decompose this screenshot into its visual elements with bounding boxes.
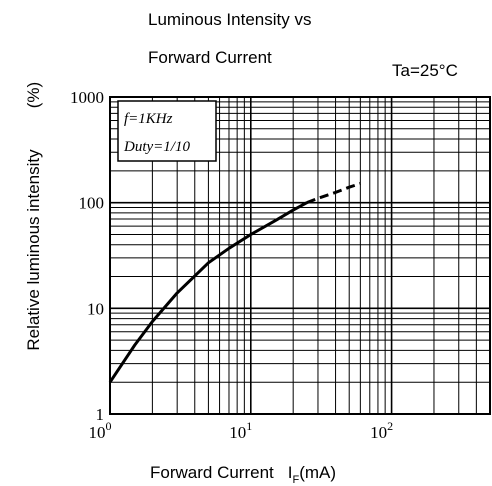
x-tick-labels: 100 101 102 [89,419,394,442]
condition-label: Ta=25°C [392,61,458,80]
x-tick-base: 10 [370,423,387,442]
chart-title-line-2: Forward Current [148,48,272,67]
y-tick-labels: 1 10 100 1000 [70,88,104,424]
x-tick-exponent: 2 [387,419,393,433]
annotation-line-2: Duty=1/10 [123,139,190,155]
grid [110,97,490,414]
x-tick-base: 10 [229,423,246,442]
plot-area-frame [109,96,491,415]
y-axis-label: Relative luminous intensity (%) [24,82,43,351]
annotation-box: f=1KHz Duty=1/10 [117,100,217,162]
x-axis-unit: (mA) [299,463,336,482]
x-tick-label: 102 [370,419,393,442]
annotation-line-1: f=1KHz [124,111,173,127]
y-tick-label: 1 [96,405,105,424]
y-axis-unit: (%) [24,82,43,108]
y-tick-label: 1000 [70,88,104,107]
x-axis-label: Forward Current IF(mA) [150,463,336,486]
series-line-dashed [306,182,361,205]
x-tick-exponent: 1 [246,419,252,433]
x-axis-title: Forward Current [150,463,274,482]
x-axis-symbol: I [288,463,293,482]
x-tick-label: 101 [229,419,252,442]
chart-title-line-1: Luminous Intensity vs [148,10,311,29]
x-tick-base: 10 [89,423,106,442]
x-tick-label: 100 [89,419,112,442]
y-tick-label: 100 [79,194,105,213]
x-tick-exponent: 0 [106,419,112,433]
series-line-solid [108,201,308,384]
x-axis-subscript: F [293,474,300,486]
y-axis-title: Relative luminous intensity [24,149,43,351]
series-layer [108,182,361,384]
y-tick-label: 10 [87,299,104,318]
